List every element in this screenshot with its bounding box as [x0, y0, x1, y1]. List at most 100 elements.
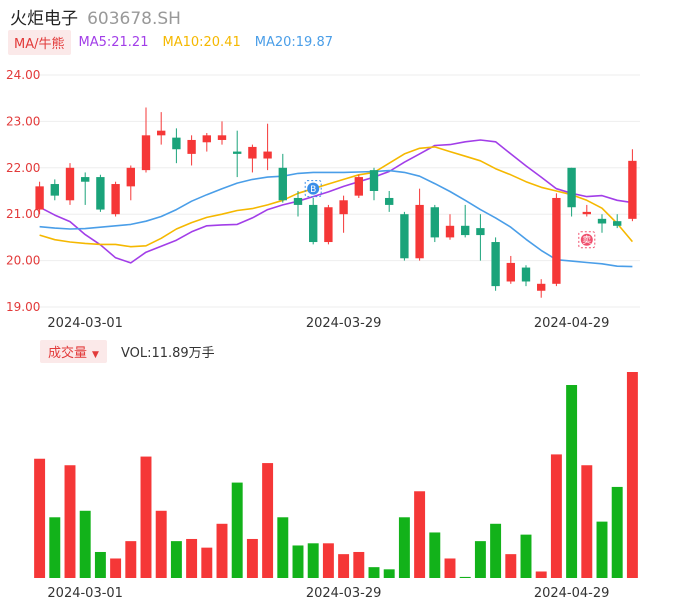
- candle-body: [126, 167, 135, 187]
- volume-selector-button[interactable]: 成交量 ▼: [40, 339, 107, 363]
- volume-bar: [626, 372, 638, 578]
- candle-body: [293, 197, 303, 205]
- candle-body: [187, 139, 196, 154]
- volume-bar: [353, 551, 365, 578]
- volume-bar: [201, 547, 213, 578]
- y-tick-label: 21.00: [6, 207, 40, 221]
- candle-body: [263, 151, 272, 159]
- date-axis-bottom: 2024-03-01 2024-03-29 2024-04-29: [47, 586, 609, 601]
- volume-bar: [490, 523, 502, 578]
- candle-body: [217, 135, 227, 140]
- ma5-line: [39, 139, 633, 264]
- ma-lines: [39, 139, 634, 268]
- price-grid: [34, 74, 640, 308]
- y-tick-label: 20.00: [6, 254, 40, 268]
- volume-bar: [338, 554, 350, 578]
- ma-selector-button[interactable]: MA/牛熊: [8, 29, 71, 55]
- buy-marker-label: B: [310, 185, 316, 195]
- candle-body: [491, 242, 500, 287]
- buy-marker-frame: [304, 180, 322, 198]
- candle-body: [628, 160, 637, 219]
- volume-bar: [414, 491, 426, 578]
- candle-body: [415, 204, 424, 259]
- candle-body: [430, 207, 439, 238]
- date-axis-top: 2024-03-01 2024-03-29 2024-04-29: [47, 316, 609, 331]
- x-tick-label: 2024-04-29: [534, 316, 610, 331]
- volume-bar: [474, 541, 486, 578]
- volume-bar: [383, 569, 395, 578]
- volume-bar: [277, 517, 289, 578]
- candle-body: [50, 184, 59, 196]
- candle-body: [597, 218, 607, 224]
- volume-bar: [125, 541, 137, 578]
- volume-bar: [535, 571, 547, 578]
- candle-body: [537, 283, 546, 291]
- candle-body: [96, 177, 105, 210]
- candle-body: [202, 135, 211, 143]
- x-tick-label: 2024-03-01: [47, 316, 123, 331]
- candle-body: [354, 177, 363, 196]
- candle-body: [339, 200, 348, 215]
- volume-bar: [49, 517, 61, 578]
- stock-name: 火炬电子: [10, 9, 78, 29]
- y-tick-label: 22.00: [6, 161, 40, 175]
- volume-bars: [34, 372, 638, 578]
- candle-body: [385, 197, 394, 205]
- candle-body: [506, 262, 515, 282]
- ma20-line: [39, 169, 633, 268]
- x-tick-label: 2024-03-01: [47, 586, 123, 601]
- sell-marker-frame: [578, 231, 596, 249]
- candle-body: [172, 137, 181, 150]
- candle-body: [476, 228, 485, 236]
- ma10-line: [39, 146, 634, 248]
- volume-bar: [155, 510, 167, 578]
- volume-bar: [262, 463, 274, 578]
- volume-bar: [398, 517, 410, 578]
- volume-bar: [596, 521, 608, 578]
- volume-bar: [231, 482, 243, 578]
- y-tick-label: 19.00: [6, 300, 40, 314]
- ma20-label: MA20:19.87: [254, 34, 333, 50]
- trade-markers: B卖: [304, 180, 596, 249]
- volume-bar: [94, 551, 106, 578]
- price-axis-labels: 24.00 23.00 22.00 21.00 20.00 19.00: [6, 68, 40, 314]
- volume-bar: [170, 541, 182, 578]
- candle-body: [81, 177, 90, 182]
- candle-body: [613, 221, 622, 226]
- candle-body: [309, 204, 318, 243]
- volume-bar: [322, 543, 334, 578]
- volume-bar: [581, 465, 593, 578]
- volume-bar: [611, 486, 623, 578]
- volume-selector-label: 成交量: [48, 345, 88, 361]
- volume-bar: [34, 458, 46, 578]
- volume-bar: [216, 523, 228, 578]
- sell-marker-label: 卖: [582, 235, 591, 246]
- stock-code: 603678.SH: [87, 9, 181, 29]
- candle-body: [582, 211, 591, 215]
- x-tick-label: 2024-03-29: [306, 316, 382, 331]
- candle-body: [400, 214, 409, 259]
- volume-bar: [520, 534, 532, 578]
- candle-body: [278, 167, 287, 201]
- x-tick-label: 2024-04-29: [534, 586, 610, 601]
- candle-body: [369, 170, 379, 191]
- volume-bar: [550, 454, 562, 578]
- volume-bar: [64, 465, 76, 578]
- caret-down-icon: ▼: [92, 349, 99, 360]
- volume-bar: [505, 554, 517, 578]
- volume-bar: [444, 558, 456, 578]
- candles: [35, 107, 637, 298]
- sell-marker-icon: [580, 233, 593, 246]
- stock-header: 火炬电子 603678.SH: [10, 4, 181, 29]
- candle-body: [445, 225, 455, 238]
- volume-bar: [246, 538, 258, 578]
- volume-bar: [566, 385, 578, 578]
- candle-body: [248, 146, 257, 159]
- candle-body: [233, 151, 242, 154]
- x-tick-label: 2024-03-29: [306, 586, 382, 601]
- volume-bar: [110, 558, 122, 578]
- volume-legend: 成交量 ▼ VOL:11.89万手: [40, 339, 215, 363]
- y-tick-label: 23.00: [6, 114, 40, 128]
- candle-body: [157, 130, 166, 136]
